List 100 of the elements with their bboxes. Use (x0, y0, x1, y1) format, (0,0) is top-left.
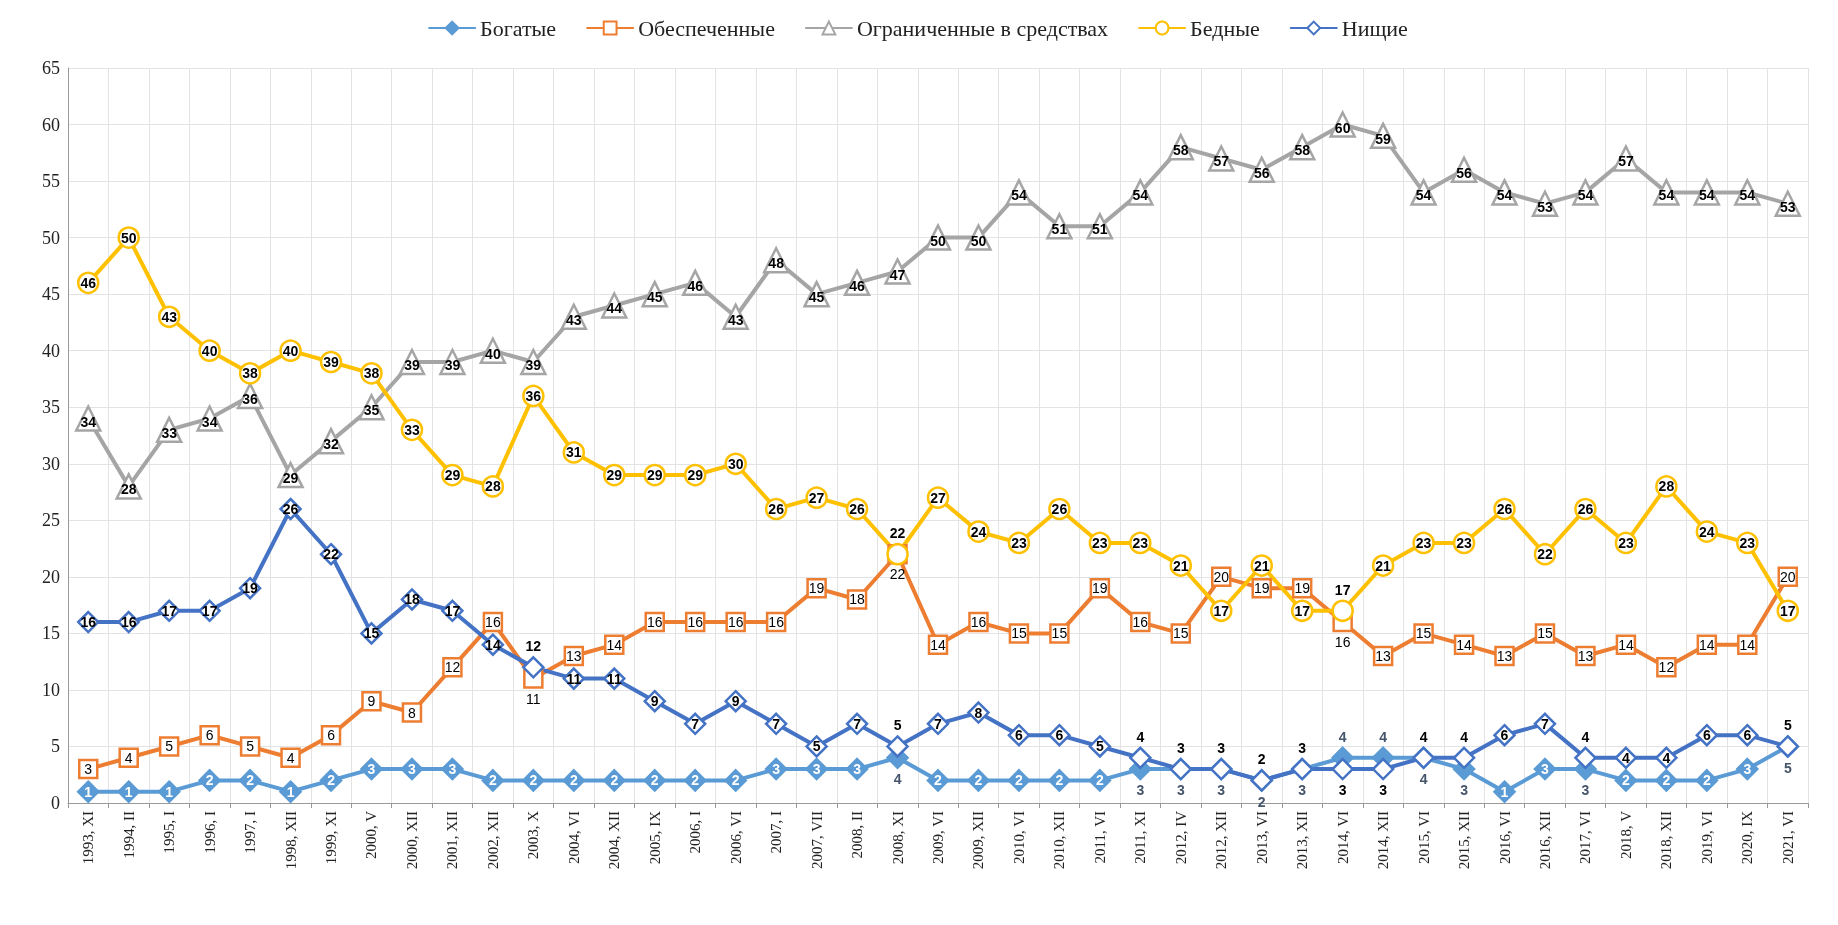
data-label: 4 (1136, 728, 1145, 745)
data-label: 48 (768, 255, 785, 272)
data-label: 11 (526, 690, 541, 707)
data-label: 26 (282, 501, 299, 517)
data-label: 3 (1298, 782, 1307, 799)
data-label: 4 (1460, 728, 1469, 745)
x-tick-label: 2012, IV (1172, 810, 1189, 865)
data-label: 26 (1051, 501, 1068, 517)
x-tick-label: 1995, I (161, 811, 178, 854)
data-label: 8 (974, 704, 983, 721)
data-label: 16 (80, 614, 97, 631)
data-label: 54 (1011, 187, 1027, 204)
data-label: 13 (566, 648, 582, 664)
data-label: 39 (525, 357, 542, 373)
data-label: 16 (768, 614, 785, 631)
x-tick-label: 2020, IX (1739, 810, 1756, 865)
data-label: 15 (1537, 625, 1553, 642)
data-label: 40 (485, 345, 501, 362)
data-label: 31 (566, 444, 582, 461)
x-tick-label: 1998, XII (282, 811, 299, 870)
data-label: 45 (646, 289, 663, 306)
data-label: 5 (165, 738, 174, 755)
data-label: 9 (731, 693, 740, 710)
data-label: 3 (1176, 782, 1185, 799)
data-label: 27 (808, 489, 825, 506)
data-label: 15 (363, 625, 380, 642)
data-label: 4 (124, 749, 133, 766)
data-label: 53 (1537, 198, 1553, 215)
data-label: 29 (444, 467, 461, 484)
y-tick-label: 10 (42, 679, 60, 700)
data-label: 2 (691, 772, 700, 789)
data-label: 2 (1257, 751, 1266, 768)
data-label: 53 (1779, 198, 1796, 215)
x-tick-label: 2016, VI (1496, 811, 1513, 865)
data-label: 23 (1456, 534, 1473, 551)
data-label: 6 (1743, 727, 1752, 744)
data-label: 26 (1496, 501, 1513, 517)
data-label: 14 (1456, 636, 1473, 653)
data-label: 30 (727, 455, 744, 472)
data-label: 15 (1011, 625, 1027, 642)
data-label: 36 (242, 390, 259, 407)
x-tick-label: 2004, VI (565, 811, 582, 865)
x-tick-label: 2016, XII (1536, 811, 1553, 870)
data-label: 3 (1338, 782, 1347, 799)
data-label: 4 (286, 749, 295, 766)
data-label: 22 (889, 524, 906, 541)
data-label: 33 (404, 421, 420, 438)
data-label: 17 (1334, 581, 1351, 598)
x-tick-label: 2010, VI (1010, 811, 1027, 865)
data-label: 58 (1173, 142, 1189, 159)
data-label: 7 (772, 715, 781, 732)
data-label: 21 (1253, 557, 1270, 574)
data-label: 54 (1739, 187, 1756, 204)
data-label: 1 (1500, 783, 1509, 800)
data-label: 47 (889, 266, 906, 283)
data-label: 2 (1257, 793, 1266, 810)
x-tick-label: 2018, V (1617, 810, 1634, 860)
x-tick-label: 2005, IX (646, 810, 663, 865)
data-label: 43 (161, 308, 178, 325)
data-label: 46 (80, 274, 97, 291)
data-label: 3 (772, 761, 781, 778)
data-label: 2 (205, 772, 214, 789)
data-label: 40 (201, 342, 218, 359)
data-label: 21 (1375, 557, 1392, 574)
data-label: 1 (286, 783, 295, 800)
data-label: 2 (1662, 772, 1671, 789)
data-label: 54 (1658, 187, 1675, 204)
x-tick-label: 2012, XII (1213, 811, 1230, 870)
data-label: 3 (448, 761, 457, 778)
x-tick-label: 2010, XII (1051, 811, 1068, 870)
x-tick-label: 2011, VI (1091, 811, 1108, 864)
x-tick-label: 1997, I (242, 811, 259, 854)
data-label: 17 (161, 602, 178, 619)
data-label: 43 (727, 311, 744, 328)
data-label: 45 (808, 289, 825, 306)
data-label: 39 (404, 357, 420, 373)
x-tick-label: 2021, VI (1779, 811, 1796, 865)
data-label: 57 (1213, 153, 1230, 170)
y-tick-label: 65 (42, 58, 60, 78)
y-tick-label: 25 (42, 510, 60, 531)
data-label: 17 (444, 602, 461, 619)
data-label: 34 (80, 413, 97, 430)
data-label: 4 (893, 771, 902, 788)
legend-label: Богатые (480, 15, 557, 41)
data-label: 28 (485, 478, 501, 495)
data-label: 6 (1015, 727, 1024, 744)
y-tick-label: 20 (42, 566, 60, 587)
data-label: 50 (120, 229, 137, 246)
data-label: 14 (1618, 636, 1634, 653)
x-tick-label: 2001, XII (444, 811, 461, 870)
data-label: 56 (1456, 164, 1473, 181)
data-label: 13 (1496, 648, 1513, 664)
data-label: 14 (606, 636, 623, 653)
data-label: 24 (1699, 523, 1715, 540)
data-label: 23 (1011, 534, 1027, 551)
data-label: 17 (1779, 602, 1796, 619)
data-label: 56 (1253, 164, 1270, 181)
data-label: 13 (1375, 648, 1392, 664)
data-label: 38 (242, 365, 259, 382)
x-tick-label: 2006, I (687, 811, 704, 854)
